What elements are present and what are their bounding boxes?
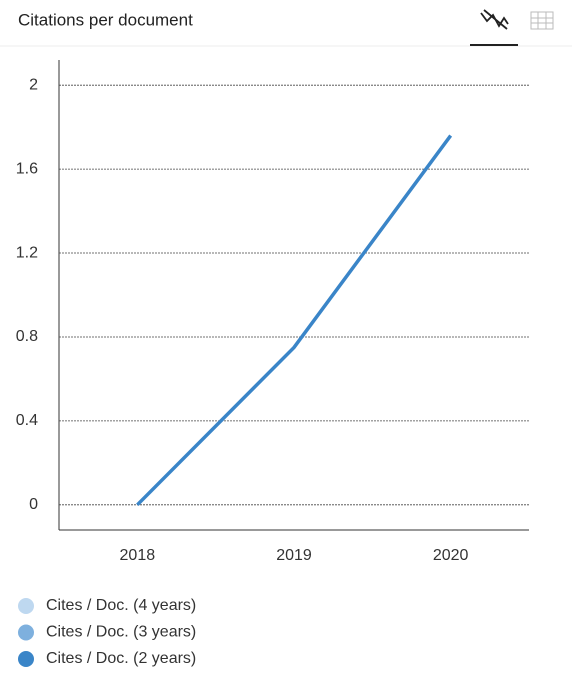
chart-title: Citations per document — [18, 10, 193, 29]
legend-label: Cites / Doc. (4 years) — [46, 597, 196, 614]
y-tick-label: 0 — [29, 496, 38, 513]
y-tick-label: 1.6 — [16, 160, 38, 177]
legend-label: Cites / Doc. (2 years) — [46, 650, 196, 667]
legend-swatch — [18, 598, 34, 614]
legend-label: Cites / Doc. (3 years) — [46, 624, 196, 641]
line-icon-slash — [483, 9, 508, 30]
legend-swatch — [18, 651, 34, 667]
x-tick-label: 2018 — [120, 547, 156, 564]
data-line — [136, 134, 453, 507]
table-icon — [530, 11, 554, 30]
legend-swatch — [18, 624, 34, 641]
x-tick-label: 2019 — [276, 547, 312, 564]
y-tick-label: 0.4 — [16, 412, 38, 429]
y-tick-label: 2 — [29, 76, 38, 93]
x-tick-label: 2020 — [433, 547, 469, 564]
y-tick-label: 0.8 — [16, 328, 38, 345]
y-tick-label: 1.2 — [16, 244, 38, 261]
line-view-button[interactable] — [470, 9, 518, 46]
table-view-button[interactable] — [530, 11, 554, 30]
